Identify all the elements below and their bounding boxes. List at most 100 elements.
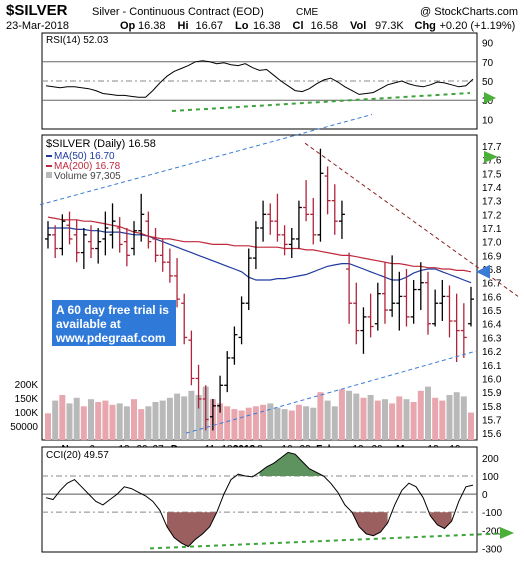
price-tick-label: 16.6 <box>482 292 502 303</box>
cci-overbought-fill <box>259 452 324 476</box>
volume-bar <box>231 409 238 440</box>
volume-bar <box>295 404 302 440</box>
rsi-tick-label: 50 <box>482 77 494 88</box>
cci-frame <box>41 446 478 553</box>
price-tick-label: 16.7 <box>482 279 502 290</box>
cci-arrow-icon <box>500 526 514 539</box>
exchange-label: CME <box>296 7 319 18</box>
promo-line-2: available at <box>56 317 121 331</box>
price-tick-label: 16.4 <box>482 320 502 331</box>
ma200-line <box>47 216 472 273</box>
volume-bar <box>73 397 80 440</box>
volume-bar <box>252 406 259 441</box>
cci-oversold-fill <box>167 512 217 547</box>
volume-bar <box>52 400 59 440</box>
price-tick-label: 16.0 <box>482 374 502 385</box>
volume-bar <box>224 406 231 441</box>
volume-tick-label: 150K <box>15 394 39 405</box>
volume-bar <box>102 400 109 440</box>
volume-bar <box>152 402 159 440</box>
quote-label-cl: Cl <box>293 20 304 32</box>
legend-entry: Volume 97,305 <box>54 171 121 182</box>
volume-bar <box>432 397 439 440</box>
cci-tick-label: 100 <box>482 472 499 483</box>
quote-value-cl: 16.58 <box>311 20 339 32</box>
rsi-line <box>45 60 474 98</box>
cci-tick-label: -100 <box>482 508 502 519</box>
volume-bar <box>95 402 102 440</box>
volume-bar <box>116 403 123 440</box>
price-tick-label: 16.9 <box>482 251 502 262</box>
volume-bar <box>453 392 460 440</box>
price-title: $SILVER (Daily) 16.58 <box>46 138 156 150</box>
cci-line <box>45 451 474 548</box>
cci-tick-label: -200 <box>482 526 502 537</box>
price-tick-label: 16.8 <box>482 265 502 276</box>
legend-entry: MA(200) 16.78 <box>54 161 121 172</box>
price-panel: 15.6 15.7 15.8 15.9 16.0 16.1 16.2 16.3 16.4 16.5… <box>10 114 519 455</box>
last-price-arrow-icon <box>476 264 490 279</box>
quote-label-op: Op <box>120 20 136 32</box>
volume-bar <box>360 397 367 440</box>
volume-bar <box>417 390 424 440</box>
volume-bar <box>188 390 195 440</box>
volume-bar <box>346 390 353 440</box>
quote-value-chg: +0.20 (+1.19%) <box>440 20 516 32</box>
volume-bar <box>353 393 360 440</box>
volume-bar <box>303 406 310 441</box>
volume-bar <box>403 399 410 440</box>
cci-tick-label: -300 <box>482 544 502 555</box>
volume-bar <box>80 406 87 441</box>
legend-swatch <box>46 172 52 178</box>
price-tick-label: 15.6 <box>482 429 502 440</box>
price-tick-label: 17.7 <box>482 142 502 153</box>
price-frame <box>41 134 478 441</box>
volume-bar <box>382 399 388 440</box>
volume-bar <box>374 400 381 440</box>
rsi-tick-label: 70 <box>482 58 494 69</box>
volume-bar <box>468 412 474 440</box>
volume-bar <box>425 386 431 440</box>
volume-bar <box>59 395 66 440</box>
volume-bar <box>288 410 295 440</box>
volume-bar <box>317 392 324 440</box>
cci-panel: -300 -200 -100 0 100 200 CCI(20) 49.57 <box>41 446 514 555</box>
rsi-support-trendline <box>171 92 471 112</box>
volume-bar <box>166 397 173 440</box>
cci-tick-label: 200 <box>482 454 499 465</box>
rsi-panel: 1030507090RSI(14) 52.03 <box>41 32 496 130</box>
price-tick-label: 16.2 <box>482 347 502 358</box>
volume-bar <box>88 399 94 440</box>
rsi-tick-label: 90 <box>482 39 494 50</box>
quote-row: Op 16.38 Hi 16.67 Lo 16.38 Cl 16.58 Vol 97.3K Chg +… <box>120 20 515 32</box>
volume-bar <box>367 395 374 440</box>
cci-oversold-fill <box>352 512 388 536</box>
volume-bar <box>460 396 467 440</box>
volume-bar <box>174 393 181 440</box>
upper-channel-line <box>39 114 373 206</box>
volume-tick-label: 100K <box>15 408 39 419</box>
volume-tick-label: 200K <box>15 380 39 391</box>
price-tick-label: 15.7 <box>482 415 502 426</box>
volume-bar <box>123 406 130 441</box>
rsi-title: RSI(14) 52.03 <box>46 35 109 46</box>
promo-link[interactable]: www.pdegraaf.com <box>56 331 166 345</box>
volume-bar <box>109 404 116 440</box>
price-tick-label: 16.5 <box>482 306 502 317</box>
price-target-arrow-icon <box>484 150 498 163</box>
lower-channel-line <box>185 350 477 434</box>
volume-bar <box>181 396 188 440</box>
cci-oversold-fill <box>430 512 452 529</box>
quote-value-op: 16.38 <box>138 20 166 32</box>
volume-bar <box>131 399 137 440</box>
quote-label-chg: Chg <box>415 20 436 32</box>
ma50-line <box>48 227 472 284</box>
quote-value-hi: 16.67 <box>196 20 224 32</box>
price-tick-label: 17.1 <box>482 224 502 235</box>
volume-bar <box>267 403 274 440</box>
volume-bar <box>396 396 403 440</box>
volume-bar <box>324 400 331 440</box>
price-tick-label: 15.8 <box>482 402 502 413</box>
